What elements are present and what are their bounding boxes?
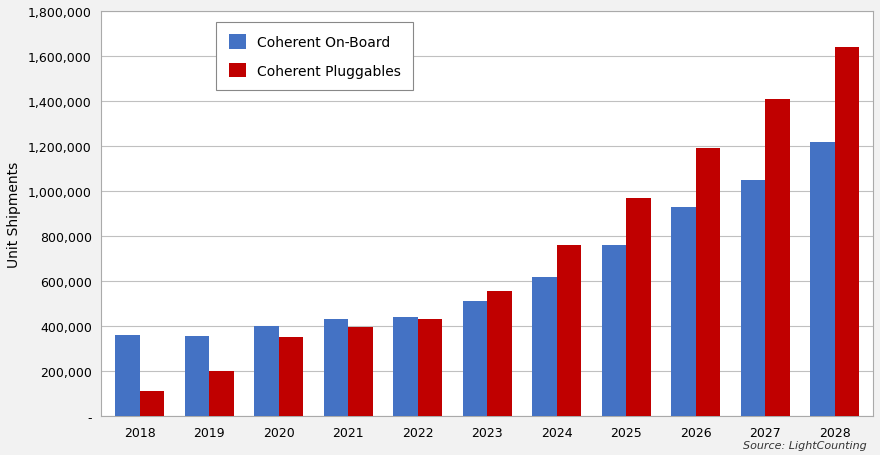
Bar: [185, 337, 209, 416]
Bar: [324, 320, 348, 416]
Bar: [696, 149, 720, 416]
Bar: [140, 392, 164, 416]
Bar: [279, 338, 303, 416]
Legend: Coherent On-Board, Coherent Pluggables: Coherent On-Board, Coherent Pluggables: [216, 23, 413, 91]
Y-axis label: Unit Shipments: Unit Shipments: [7, 161, 21, 267]
Bar: [627, 198, 650, 416]
Text: Source: LightCounting: Source: LightCounting: [743, 440, 867, 450]
Bar: [557, 246, 581, 416]
Bar: [741, 181, 766, 416]
Bar: [209, 371, 233, 416]
Bar: [766, 100, 789, 416]
Bar: [532, 277, 557, 416]
Bar: [393, 318, 418, 416]
Bar: [810, 142, 835, 416]
Bar: [488, 292, 511, 416]
Bar: [418, 320, 442, 416]
Bar: [602, 246, 627, 416]
Bar: [463, 302, 488, 416]
Bar: [115, 335, 140, 416]
Bar: [671, 207, 696, 416]
Bar: [348, 328, 372, 416]
Bar: [835, 48, 859, 416]
Bar: [254, 326, 279, 416]
